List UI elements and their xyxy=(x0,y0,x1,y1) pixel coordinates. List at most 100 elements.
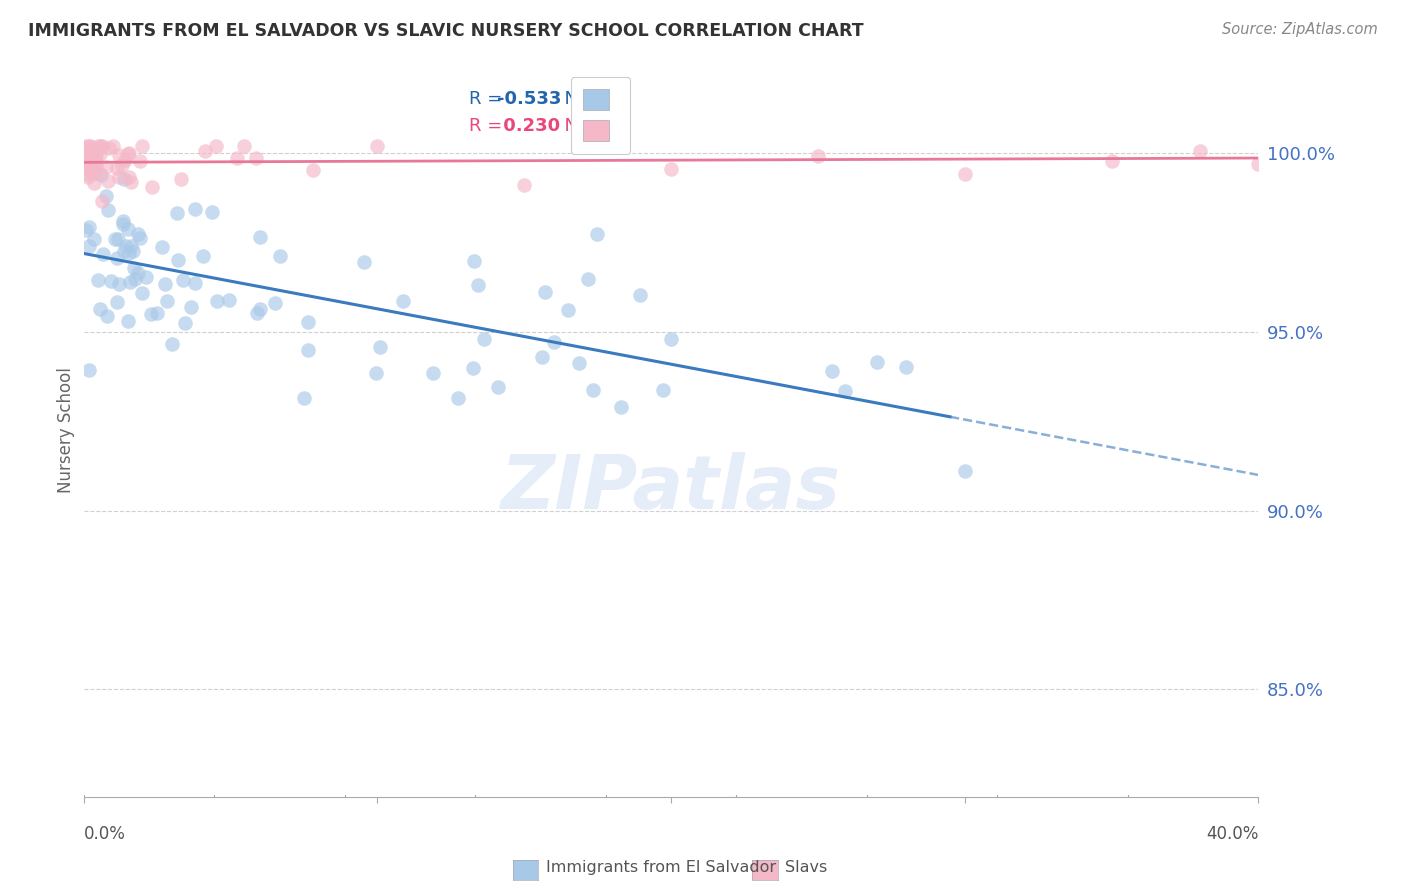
Point xyxy=(104,232,127,246)
Point xyxy=(120,239,142,253)
Point xyxy=(245,151,267,165)
Point xyxy=(467,278,489,293)
Point xyxy=(111,217,134,231)
Point xyxy=(146,306,169,320)
Point xyxy=(105,251,128,265)
Point xyxy=(585,227,607,241)
Point xyxy=(91,247,114,261)
Point xyxy=(117,222,139,236)
Point xyxy=(297,315,319,329)
Text: 40.0%: 40.0% xyxy=(1206,825,1258,843)
Point xyxy=(302,162,325,177)
Point xyxy=(76,159,98,173)
Point xyxy=(834,384,856,399)
Point xyxy=(269,249,291,263)
Point xyxy=(117,314,139,328)
Point xyxy=(170,172,193,186)
Point xyxy=(100,274,122,288)
Point xyxy=(83,153,105,167)
Point xyxy=(581,383,603,397)
Point xyxy=(84,150,107,164)
Point xyxy=(79,363,101,377)
Point xyxy=(84,154,107,169)
Point xyxy=(83,177,105,191)
Point xyxy=(233,139,256,153)
Text: -0.533: -0.533 xyxy=(498,90,561,108)
Text: ZIPatlas: ZIPatlas xyxy=(501,452,841,525)
Point xyxy=(77,220,100,235)
Point xyxy=(118,146,141,161)
Point xyxy=(124,260,146,275)
Point xyxy=(391,293,413,308)
Point xyxy=(96,161,118,175)
Point xyxy=(807,148,830,162)
Point xyxy=(821,364,844,378)
Point xyxy=(543,334,565,349)
Point xyxy=(77,145,100,160)
Point xyxy=(156,293,179,308)
Point xyxy=(80,156,103,170)
Point xyxy=(96,189,118,203)
Point xyxy=(172,273,194,287)
Point xyxy=(79,139,101,153)
Point xyxy=(90,139,112,153)
Point xyxy=(108,148,131,162)
Point xyxy=(131,286,153,301)
Point xyxy=(131,139,153,153)
Point xyxy=(353,254,375,268)
Point xyxy=(610,400,633,414)
Point xyxy=(73,152,96,166)
Point xyxy=(75,160,97,174)
Point xyxy=(166,206,188,220)
Point xyxy=(96,310,118,324)
Point xyxy=(90,168,112,182)
Point xyxy=(129,231,152,245)
Point xyxy=(218,293,240,307)
Point xyxy=(77,169,100,184)
Point xyxy=(107,277,129,291)
Point xyxy=(630,288,652,302)
Y-axis label: Nursery School: Nursery School xyxy=(58,368,75,493)
Point xyxy=(73,150,96,164)
Point xyxy=(129,154,152,169)
Point xyxy=(534,285,557,299)
Point xyxy=(1188,144,1211,158)
Point xyxy=(73,139,96,153)
Point xyxy=(150,240,173,254)
Point xyxy=(114,153,136,167)
Text: Immigrants from El Salvador: Immigrants from El Salvador xyxy=(546,861,776,875)
Point xyxy=(75,167,97,181)
Point xyxy=(183,202,205,216)
Point xyxy=(107,294,129,309)
Point xyxy=(162,337,184,351)
Point xyxy=(105,161,128,175)
Point xyxy=(174,316,197,330)
Point xyxy=(167,253,190,268)
Point xyxy=(90,194,112,208)
Point xyxy=(226,151,249,165)
Point xyxy=(201,205,224,219)
Point xyxy=(97,174,120,188)
Legend: , : , xyxy=(571,77,630,153)
Point xyxy=(153,277,176,291)
Text: 0.230: 0.230 xyxy=(498,117,560,135)
Point xyxy=(86,158,108,172)
Point xyxy=(194,145,217,159)
Text: N = 89: N = 89 xyxy=(554,90,628,108)
Point xyxy=(249,301,271,316)
Text: N = 60: N = 60 xyxy=(554,117,627,135)
Point xyxy=(659,333,682,347)
Point xyxy=(112,172,135,186)
Point xyxy=(80,159,103,173)
Point xyxy=(297,343,319,357)
Point xyxy=(246,305,269,319)
Point xyxy=(80,152,103,166)
Point xyxy=(97,203,120,218)
Point xyxy=(651,383,673,397)
Point xyxy=(80,159,103,173)
Point xyxy=(292,391,315,405)
Point xyxy=(127,227,149,241)
Point xyxy=(103,139,125,153)
Text: R =: R = xyxy=(468,90,508,108)
Point xyxy=(77,139,100,153)
